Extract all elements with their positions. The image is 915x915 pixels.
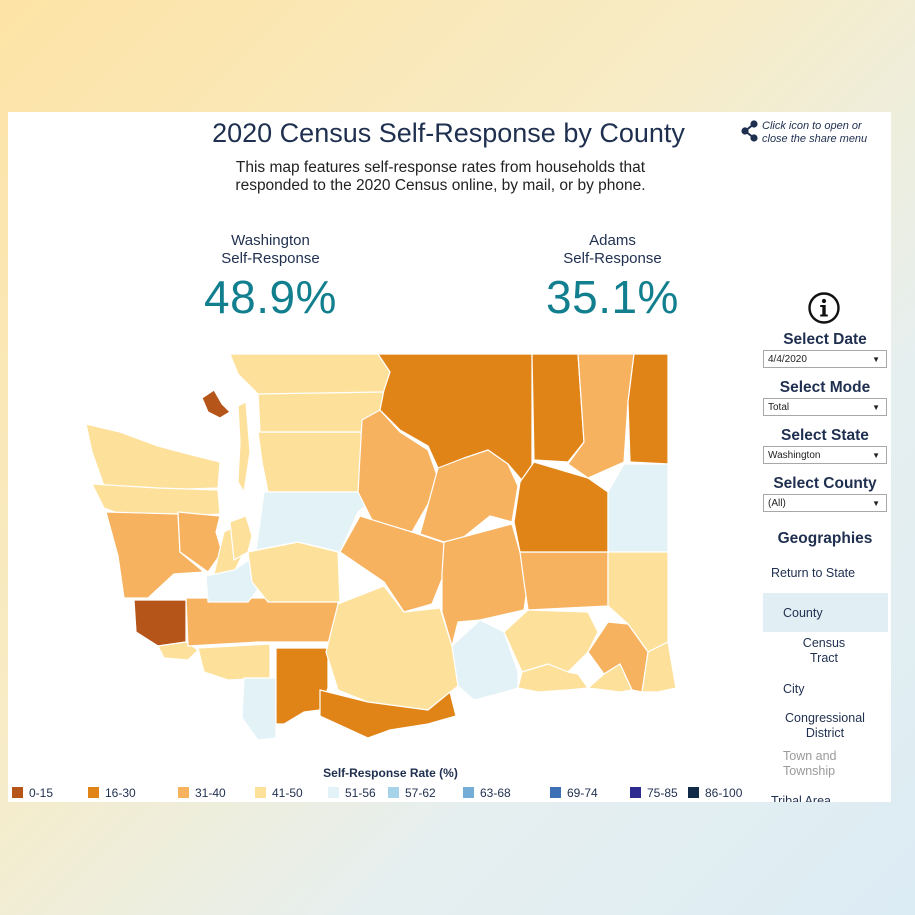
nav-tribal-area[interactable]: Tribal Area [771, 794, 831, 802]
nav-county-selected[interactable] [763, 593, 888, 632]
share-icon[interactable] [740, 120, 760, 142]
state-stat-label: Self-Response [221, 250, 320, 267]
state-stat-value: 48.9% [204, 271, 337, 323]
select-mode-dropdown[interactable]: Total ▼ [763, 398, 887, 416]
subtitle-line-1: This map features self-response rates fr… [235, 159, 646, 176]
select-state-dropdown[interactable]: Washington ▼ [763, 446, 887, 464]
state-self-response: Washington Self-Response 48.9% [188, 232, 353, 324]
county-map [85, 353, 677, 741]
county-asotin[interactable] [641, 641, 677, 693]
legend-swatch [88, 787, 99, 798]
chevron-down-icon: ▼ [872, 403, 880, 412]
legend: 0-15 16-30 31-40 41-50 51-56 57-62 63-68 69-74 7… [8, 785, 891, 801]
legend-swatch [463, 787, 474, 798]
legend-label: 51-56 [345, 786, 376, 800]
legend-label: 16-30 [105, 786, 136, 800]
county-kitsap[interactable] [229, 515, 253, 561]
county-cowlitz[interactable] [197, 643, 271, 681]
county-lewis[interactable] [185, 597, 339, 647]
page-subtitle: This map features self-response rates fr… [158, 159, 723, 195]
select-county-value: (All) [768, 498, 786, 509]
county-pierce[interactable] [247, 541, 341, 603]
county-clark[interactable] [241, 677, 277, 741]
chevron-down-icon: ▼ [872, 451, 880, 460]
legend-label: 41-50 [272, 786, 303, 800]
dashboard-card: 2020 Census Self-Response by County This… [8, 112, 891, 802]
county-clallam[interactable] [85, 423, 221, 491]
share-menu-toggle[interactable]: Click icon to open or close the share me… [740, 120, 890, 150]
subtitle-line-2: responded to the 2020 Census online, by … [235, 177, 646, 194]
legend-label: 69-74 [567, 786, 598, 800]
geographies-heading: Geographies [777, 530, 873, 547]
select-date-dropdown[interactable]: 4/4/2020 ▼ [763, 350, 887, 368]
select-mode-control: Select Mode Total ▼ [763, 379, 887, 416]
legend-title: Self-Response Rate (%) [323, 766, 458, 780]
legend-swatch [328, 787, 339, 798]
select-county-dropdown[interactable]: (All) ▼ [763, 494, 887, 512]
county-self-response: Adams Self-Response 35.1% [530, 232, 695, 324]
nav-census-tract[interactable]: Census Tract [802, 636, 846, 665]
legend-label: 57-62 [405, 786, 436, 800]
select-state-value: Washington [768, 450, 821, 461]
county-adams[interactable] [519, 551, 609, 611]
nav-town-township: Town and Township [783, 749, 837, 778]
county-franklin[interactable] [503, 609, 599, 673]
county-whatcom[interactable] [229, 353, 391, 395]
county-stat-label: Self-Response [563, 250, 662, 267]
select-state-label: Select State [781, 427, 869, 444]
nav-return-to-state[interactable]: Return to State [771, 566, 856, 580]
county-klickitat[interactable] [319, 689, 457, 739]
select-mode-value: Total [768, 402, 790, 413]
county-island[interactable] [237, 401, 251, 493]
county-ferry[interactable] [531, 353, 585, 463]
county-yakima[interactable] [325, 585, 459, 711]
select-date-label: Select Date [783, 331, 867, 348]
legend-label: 75-85 [647, 786, 678, 800]
county-stat-value: 35.1% [546, 271, 679, 323]
legend-label: 86-100 [705, 786, 743, 800]
nav-county[interactable]: County [783, 606, 823, 620]
legend-swatch [178, 787, 189, 798]
chevron-down-icon: ▼ [872, 499, 880, 508]
county-spokane[interactable] [607, 463, 669, 553]
select-date-control: Select Date 4/4/2020 ▼ [763, 331, 887, 368]
chevron-down-icon: ▼ [872, 355, 880, 364]
county-douglas[interactable] [419, 449, 519, 543]
legend-label: 0-15 [29, 786, 54, 800]
page-title: 2020 Census Self-Response by County [212, 118, 685, 148]
legend-swatch [688, 787, 699, 798]
legend-label: 63-68 [480, 786, 511, 800]
county-name: Adams [589, 232, 636, 249]
select-date-value: 4/4/2020 [768, 354, 807, 365]
county-garfield[interactable] [587, 663, 633, 693]
county-pacific[interactable] [133, 599, 187, 647]
info-icon[interactable] [807, 291, 841, 325]
nav-congressional-district[interactable]: Congressional District [785, 711, 865, 740]
legend-swatch [630, 787, 641, 798]
state-name: Washington [231, 232, 310, 249]
legend-swatch [255, 787, 266, 798]
legend-label: 31-40 [195, 786, 226, 800]
legend-swatch [388, 787, 399, 798]
select-mode-label: Select Mode [779, 379, 871, 396]
legend-swatch [550, 787, 561, 798]
legend-swatch [12, 787, 23, 798]
select-county-control: Select County (All) ▼ [763, 475, 887, 512]
select-state-control: Select State Washington ▼ [763, 427, 887, 464]
county-san-juan[interactable] [201, 389, 231, 419]
select-county-label: Select County [773, 475, 877, 492]
county-pend-oreille[interactable] [627, 353, 669, 465]
share-hint: Click icon to open or close the share me… [762, 120, 868, 145]
nav-city[interactable]: City [783, 682, 805, 696]
